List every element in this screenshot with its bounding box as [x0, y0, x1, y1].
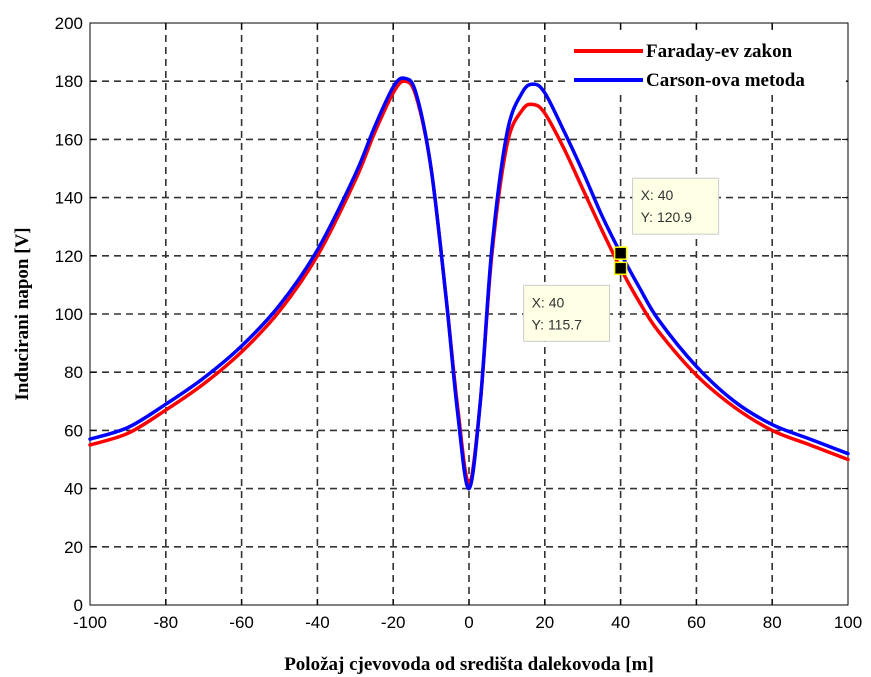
x-tick-label: 80 — [763, 613, 782, 632]
x-tick-labels: -100 -80 -60 -40 -20 0 20 40 60 80 100 — [73, 613, 862, 632]
data-tip-marker[interactable] — [615, 262, 627, 274]
data-tip-marker[interactable] — [615, 247, 627, 259]
x-tick-label: 40 — [611, 613, 630, 632]
legend: Faraday-ev zakon Carson-ova metoda — [566, 30, 846, 94]
x-tick-label: 20 — [535, 613, 554, 632]
y-tick-label: 40 — [64, 480, 83, 499]
y-tick-label: 100 — [55, 305, 83, 324]
x-tick-label: 100 — [834, 613, 862, 632]
x-tick-label: -80 — [154, 613, 179, 632]
y-tick-label: 120 — [55, 247, 83, 266]
y-tick-label: 180 — [55, 72, 83, 91]
x-axis-label: Položaj cjevovoda od središta dalekovoda… — [284, 654, 654, 675]
x-tick-label: 0 — [464, 613, 473, 632]
x-tick-label: -40 — [305, 613, 330, 632]
x-tick-label: -60 — [229, 613, 254, 632]
data-tip-x-text: X: 40 — [641, 187, 674, 203]
data-tip-y-text: Y: 120.9 — [641, 209, 693, 225]
x-tick-label: -20 — [381, 613, 406, 632]
y-tick-label: 160 — [55, 130, 83, 149]
y-tick-label: 60 — [64, 421, 83, 440]
y-tick-label: 80 — [64, 363, 83, 382]
y-tick-label: 140 — [55, 189, 83, 208]
y-tick-label: 20 — [64, 538, 83, 557]
y-axis-label: Inducirani napon [V] — [12, 227, 33, 400]
x-tick-label: -100 — [73, 613, 107, 632]
y-tick-labels: 0 20 40 60 80 100 120 140 160 180 200 — [55, 14, 83, 615]
legend-label-faraday: Faraday-ev zakon — [646, 41, 793, 62]
data-tip-y-text: Y: 115.7 — [532, 316, 583, 332]
x-tick-label: 60 — [687, 613, 706, 632]
y-tick-label: 0 — [74, 596, 83, 615]
data-tip-x-text: X: 40 — [532, 294, 565, 310]
y-tick-label: 200 — [55, 14, 83, 33]
legend-label-carson: Carson-ova metoda — [646, 70, 805, 91]
